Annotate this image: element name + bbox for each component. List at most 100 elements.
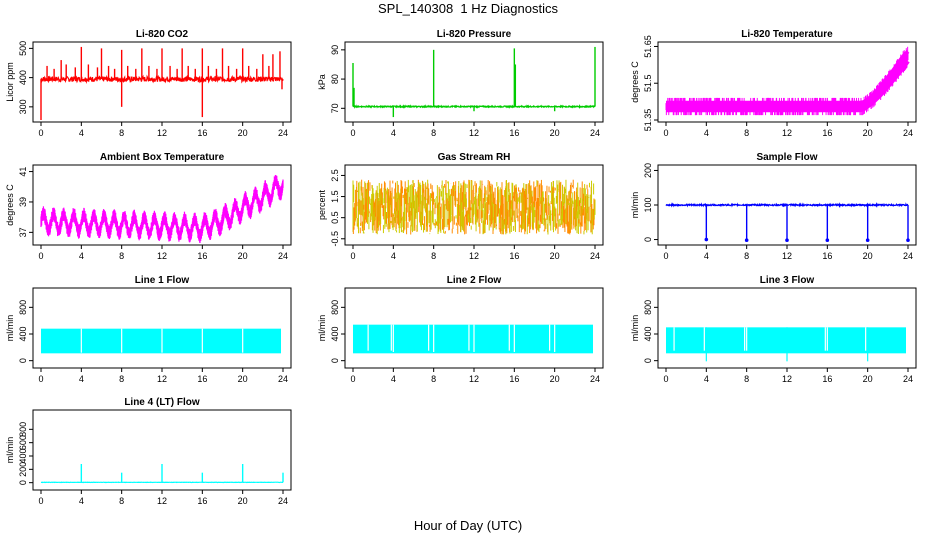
y-tick-label-ambient-box-temperature-37: 37 [18, 227, 28, 237]
x-tick-label-line-3-flow-0: 0 [663, 374, 668, 384]
figure-title: SPL_140308 1 Hz Diagnostics [378, 1, 558, 16]
panel-title-sample-flow: Sample Flow [756, 152, 817, 163]
x-tick-label-ambient-box-temperature-4: 4 [79, 251, 84, 261]
panel-title-li-820-pressure: Li-820 Pressure [437, 29, 512, 40]
x-tick-label-line-2-flow-0: 0 [350, 374, 355, 384]
series-li-820-temperature [665, 46, 910, 116]
y-tick-label-line-2-flow-400: 400 [330, 326, 340, 341]
x-tick-label-sample-flow-0: 0 [663, 251, 668, 261]
y-tick-label-li-820-temperature-51.5: 51.5 [643, 74, 653, 92]
band-lower-li-820-temperature [666, 60, 910, 113]
series-line-2-flow [353, 324, 596, 354]
x-tick-label-line-1-flow-24: 24 [278, 374, 288, 384]
x-tick-label-ambient-box-temperature-20: 20 [238, 251, 248, 261]
x-tick-label-li-820-temperature-0: 0 [663, 128, 668, 138]
x-tick-label-li-820-pressure-8: 8 [431, 128, 436, 138]
y-tick-label-line-1-flow-0: 0 [18, 358, 28, 363]
flow-block-line-3-flow [666, 327, 906, 354]
x-tick-label-line-4-lt-flow-8: 8 [119, 496, 124, 506]
y-tick-label-line-2-flow-0: 0 [330, 358, 340, 363]
y-tick-label-li-820-pressure-90: 90 [330, 45, 340, 55]
series-line-li-820-pressure [352, 104, 596, 109]
y-tick-label-gas-stream-rh--0.5: -0.5 [330, 231, 340, 247]
x-tick-label-li-820-pressure-24: 24 [590, 128, 600, 138]
y-tick-label-ambient-box-temperature-39: 39 [18, 197, 28, 207]
panel-li-820-temperature: Li-820 Temperature 0 4 8 12 16 20 24 51.35 51.5 51… [630, 29, 917, 138]
y-axis-label-gas-stream-rh: percent [317, 189, 327, 220]
series-line-4-lt-flow [40, 464, 284, 484]
y-tick-label-li-820-co2-400: 400 [18, 70, 28, 85]
y-tick-label-line-3-flow-400: 400 [643, 326, 653, 341]
y-tick-label-sample-flow-200: 200 [643, 163, 653, 178]
y-tick-label-line-4-lt-flow-600: 600 [18, 435, 28, 450]
x-tick-label-gas-stream-rh-0: 0 [350, 251, 355, 261]
x-tick-label-gas-stream-rh-20: 20 [550, 251, 560, 261]
plot-frame-line-1-flow [32, 287, 292, 369]
dip-point-sample-flow-1 [744, 238, 749, 243]
x-tick-label-line-3-flow-24: 24 [903, 374, 913, 384]
x-tick-label-sample-flow-24: 24 [903, 251, 913, 261]
x-tick-label-li-820-temperature-20: 20 [863, 128, 873, 138]
x-tick-label-sample-flow-8: 8 [744, 251, 749, 261]
series-line-1-flow [41, 328, 284, 354]
x-tick-label-li-820-temperature-24: 24 [903, 128, 913, 138]
x-tick-label-line-1-flow-16: 16 [197, 374, 207, 384]
y-tick-label-line-3-flow-800: 800 [643, 300, 653, 315]
y-axis-label-line-4-lt-flow: ml/min [5, 437, 15, 464]
x-tick-label-li-820-co2-4: 4 [79, 128, 84, 138]
x-tick-label-sample-flow-20: 20 [863, 251, 873, 261]
band-upper-li-820-temperature [666, 49, 910, 105]
panel-title-line-2-flow: Line 2 Flow [447, 275, 502, 286]
x-tick-label-line-3-flow-4: 4 [704, 374, 709, 384]
x-tick-label-li-820-co2-20: 20 [238, 128, 248, 138]
panel-gas-stream-rh: Gas Stream RH 0 4 8 12 16 20 24 -0.5 0.5 1.5 2.5per… [317, 152, 604, 261]
y-tick-label-gas-stream-rh-0.5: 0.5 [330, 211, 340, 224]
y-tick-label-li-820-temperature-51.35: 51.35 [643, 109, 653, 132]
y-axis-label-ambient-box-temperature: degrees C [5, 184, 15, 226]
x-tick-label-line-2-flow-12: 12 [469, 374, 479, 384]
dip-point-sample-flow-2 [785, 238, 789, 243]
x-tick-label-gas-stream-rh-12: 12 [469, 251, 479, 261]
x-tick-label-line-3-flow-12: 12 [782, 374, 792, 384]
y-tick-label-line-1-flow-400: 400 [18, 326, 28, 341]
x-tick-label-gas-stream-rh-8: 8 [431, 251, 436, 261]
x-tick-label-line-4-lt-flow-4: 4 [79, 496, 84, 506]
panel-li-820-pressure: Li-820 Pressure 0 4 8 12 16 20 24 70 80 90 kPa [317, 29, 604, 138]
x-tick-label-li-820-co2-12: 12 [157, 128, 167, 138]
x-tick-label-li-820-temperature-16: 16 [822, 128, 832, 138]
dip-point-sample-flow-5 [906, 238, 910, 243]
series-ambient-box-temperature [40, 174, 284, 243]
y-tick-label-line-2-flow-800: 800 [330, 300, 340, 315]
x-tick-label-line-2-flow-20: 20 [550, 374, 560, 384]
x-tick-label-li-820-co2-0: 0 [38, 128, 43, 138]
x-tick-label-sample-flow-12: 12 [782, 251, 792, 261]
x-tick-label-li-820-co2-24: 24 [278, 128, 288, 138]
x-tick-label-line-1-flow-12: 12 [157, 374, 167, 384]
y-axis-label-sample-flow: ml/min [630, 192, 640, 219]
panel-title-li-820-co2: Li-820 CO2 [136, 29, 189, 40]
x-tick-label-line-3-flow-16: 16 [822, 374, 832, 384]
x-tick-label-line-4-lt-flow-12: 12 [157, 496, 167, 506]
panel-line-4-lt-flow: Line 4 (LT) Flow 0 4 8 12 16 20 24 0 200400600800… [5, 397, 292, 506]
x-tick-label-ambient-box-temperature-8: 8 [119, 251, 124, 261]
x-tick-label-line-2-flow-8: 8 [431, 374, 436, 384]
y-tick-label-line-4-lt-flow-800: 800 [18, 422, 28, 437]
y-tick-label-li-820-pressure-80: 80 [330, 74, 340, 84]
x-axis-title: Hour of Day (UTC) [413, 518, 523, 533]
y-tick-label-ambient-box-temperature-41: 41 [18, 167, 28, 177]
panel-title-line-3-flow: Line 3 Flow [760, 275, 815, 286]
x-tick-label-li-820-pressure-4: 4 [391, 128, 396, 138]
y-axis-label-line-3-flow: ml/min [630, 315, 640, 342]
y-axis-label-li-820-pressure: kPa [317, 74, 327, 90]
x-tick-label-ambient-box-temperature-12: 12 [157, 251, 167, 261]
x-tick-label-line-4-lt-flow-20: 20 [238, 496, 248, 506]
x-tick-label-line-1-flow-0: 0 [38, 374, 43, 384]
y-tick-label-sample-flow-0: 0 [643, 237, 653, 242]
series-gas-stream-rh [352, 179, 596, 235]
y-tick-label-li-820-co2-300: 300 [18, 99, 28, 114]
dip-point-sample-flow-4 [865, 238, 870, 243]
x-tick-label-line-2-flow-24: 24 [590, 374, 600, 384]
y-tick-label-gas-stream-rh-2.5: 2.5 [330, 169, 340, 182]
